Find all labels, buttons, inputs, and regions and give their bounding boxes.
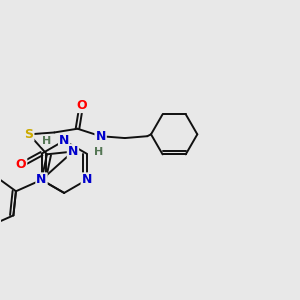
Text: N: N xyxy=(82,173,92,186)
Text: N: N xyxy=(68,145,78,158)
Text: S: S xyxy=(25,128,34,141)
Text: H: H xyxy=(94,147,104,157)
Text: N: N xyxy=(36,173,47,186)
Text: O: O xyxy=(16,158,26,171)
Text: O: O xyxy=(76,99,86,112)
Text: N: N xyxy=(95,130,106,143)
Text: N: N xyxy=(59,134,69,147)
Text: H: H xyxy=(42,136,51,146)
